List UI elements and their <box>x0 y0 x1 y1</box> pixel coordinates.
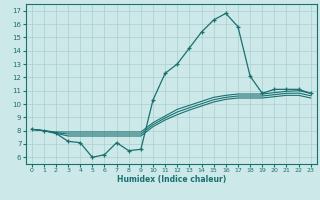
X-axis label: Humidex (Indice chaleur): Humidex (Indice chaleur) <box>116 175 226 184</box>
